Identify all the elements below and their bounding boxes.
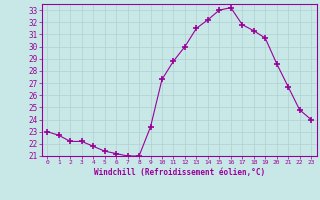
X-axis label: Windchill (Refroidissement éolien,°C): Windchill (Refroidissement éolien,°C)	[94, 168, 265, 177]
